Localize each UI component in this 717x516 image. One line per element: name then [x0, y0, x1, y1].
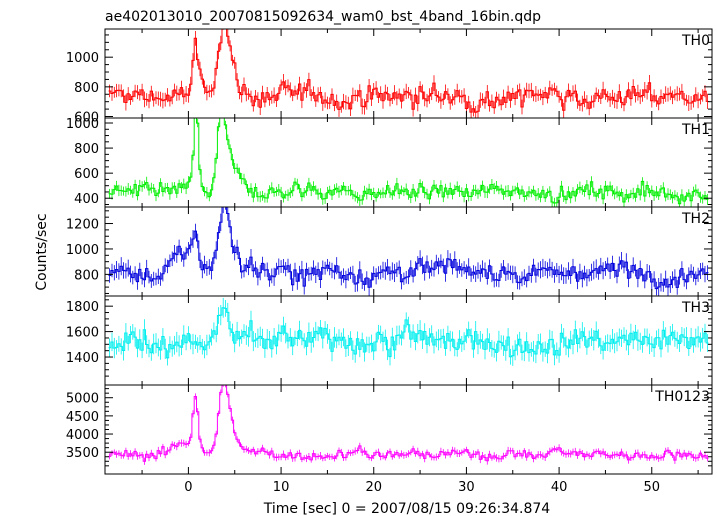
series-th3 [108, 297, 709, 366]
series-label: TH3 [681, 300, 710, 316]
panel-th1: 400 600 800 1000 TH1 [66, 117, 713, 208]
series-th0 [108, 29, 709, 118]
panel-th2: 800 1000 1200 TH2 [66, 206, 713, 297]
panel-th0123: 3500 4000 4500 5000 TH0123 [66, 384, 713, 475]
x-axis-label: Time [sec] 0 = 2007/08/15 09:26:34.874 [263, 501, 551, 516]
y-tick-label: 1800 [66, 300, 99, 315]
y-tick-label: 4000 [66, 428, 99, 443]
series-label: TH1 [681, 122, 710, 138]
y-tick-label: 600 [74, 167, 99, 182]
y-tick-label: 800 [74, 142, 99, 157]
error-bars [109, 297, 708, 366]
y-tick-label: 5000 [66, 392, 99, 407]
panel-frame [104, 295, 713, 386]
series-label: TH0 [681, 33, 710, 49]
y-tick-label: 1000 [66, 243, 99, 258]
y-tick-label: 4500 [66, 410, 99, 425]
y-tick-label: 1000 [66, 51, 99, 66]
y-tick-label: 1600 [66, 326, 99, 341]
panel-th3: 1400 1600 1800 TH3 [66, 295, 713, 386]
series-line [108, 29, 709, 113]
y-tick-label: 400 [74, 192, 99, 207]
y-tick-label: 800 [74, 268, 99, 283]
x-tick-label: 10 [273, 480, 290, 495]
x-tick-label: 50 [643, 480, 660, 495]
x-tick-label: 20 [365, 480, 382, 495]
x-tick-label: 30 [458, 480, 475, 495]
y-tick-label: 800 [74, 81, 99, 96]
y-tick-label: 1400 [66, 351, 99, 366]
series-line [108, 207, 709, 290]
series-label: TH2 [681, 211, 710, 227]
series-line [108, 118, 709, 205]
series-th0123 [108, 385, 709, 465]
panel-th0: 600 800 1000 TH0 [66, 28, 713, 126]
chart-title: ae402013010_20070815092634_wam0_bst_4ban… [105, 9, 541, 25]
series-line [108, 307, 709, 359]
y-tick-label: 600 [74, 111, 99, 126]
series-label: TH0123 [654, 389, 710, 405]
series-th2 [108, 207, 709, 296]
series-line [108, 385, 709, 462]
x-tick-label: 40 [551, 480, 568, 495]
y-tick-label: 3500 [66, 446, 99, 461]
y-tick-label: 1200 [66, 218, 99, 233]
y-tick-label: 1000 [66, 117, 99, 132]
y-axis-label: Counts/sec [34, 213, 50, 290]
series-th1 [108, 118, 709, 207]
x-tick-label: 0 [184, 480, 192, 495]
